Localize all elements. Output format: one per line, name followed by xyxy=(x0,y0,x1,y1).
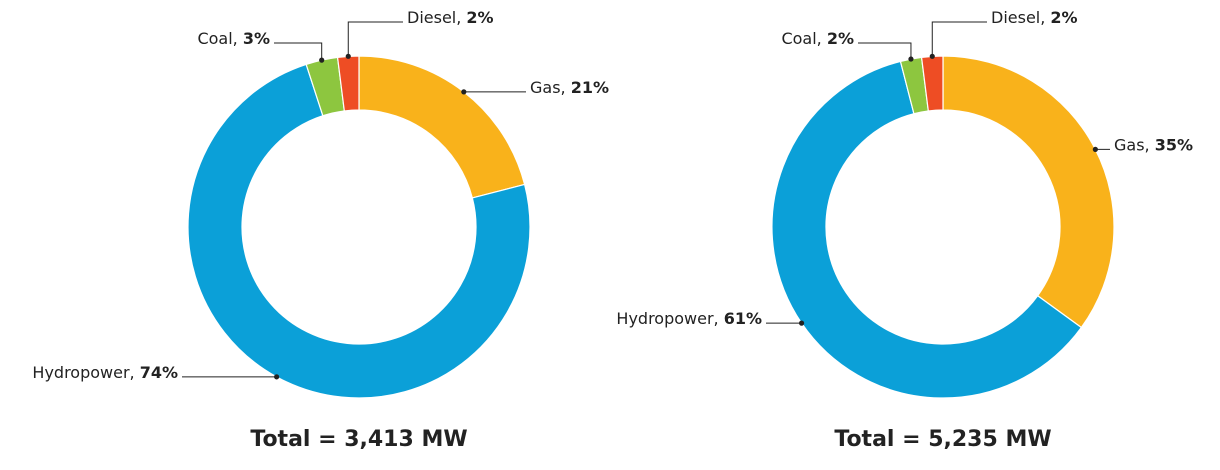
slice-name: Coal xyxy=(781,29,816,48)
chart-title: Total = 3,413 MW xyxy=(250,427,467,452)
slice-label: Diesel, 2% xyxy=(407,8,494,27)
slice-name: Gas xyxy=(1114,135,1145,154)
donut-slice xyxy=(920,55,944,112)
leader-dot xyxy=(319,57,325,63)
slice-label: Coal, 3% xyxy=(197,29,270,48)
leader-dot xyxy=(929,53,935,59)
leader-dot xyxy=(274,374,280,380)
donut-slice xyxy=(358,55,526,199)
slice-value: 2% xyxy=(827,29,854,48)
leader-dot xyxy=(345,53,351,59)
leader-line xyxy=(274,42,323,61)
slice-value: 3% xyxy=(243,29,270,48)
slice-label: Gas, 35% xyxy=(1114,135,1193,154)
slice-label: Hydropower, 61% xyxy=(616,309,762,328)
slice-name: Hydropower xyxy=(32,362,130,381)
separator: , xyxy=(456,8,466,27)
slice-value: 61% xyxy=(724,309,762,328)
slice-label: Gas, 21% xyxy=(530,77,609,96)
leader-dot xyxy=(1092,146,1098,152)
chart-title: Total = 5,235 MW xyxy=(834,427,1051,452)
leader-line xyxy=(931,21,987,57)
slice-name: Diesel xyxy=(991,8,1040,27)
leader-line xyxy=(858,42,912,60)
slice-value: 21% xyxy=(571,77,609,96)
slice-value: 74% xyxy=(140,362,178,381)
separator: , xyxy=(1145,135,1155,154)
donut-slice xyxy=(771,60,1083,399)
separator: , xyxy=(1040,8,1050,27)
separator: , xyxy=(561,77,571,96)
separator: , xyxy=(233,29,243,48)
slice-value: 2% xyxy=(1050,8,1077,27)
slice-name: Gas xyxy=(530,77,561,96)
separator: , xyxy=(714,309,724,328)
donut-slice xyxy=(336,55,360,112)
slice-value: 35% xyxy=(1155,135,1193,154)
separator: , xyxy=(817,29,827,48)
slice-name: Diesel xyxy=(407,8,456,27)
leader-dot xyxy=(798,320,805,326)
leader-dot xyxy=(908,56,914,62)
donut-slice xyxy=(187,63,531,399)
separator: , xyxy=(130,362,140,381)
slice-name: Hydropower xyxy=(616,309,714,328)
leader-line xyxy=(347,21,403,57)
slice-name: Coal xyxy=(197,29,232,48)
slice-label: Diesel, 2% xyxy=(991,8,1078,27)
slice-value: 2% xyxy=(466,8,493,27)
slice-label: Hydropower, 74% xyxy=(32,362,178,381)
slice-label: Coal, 2% xyxy=(781,29,854,48)
donut-slice xyxy=(942,55,1115,329)
leader-dot xyxy=(461,89,467,95)
